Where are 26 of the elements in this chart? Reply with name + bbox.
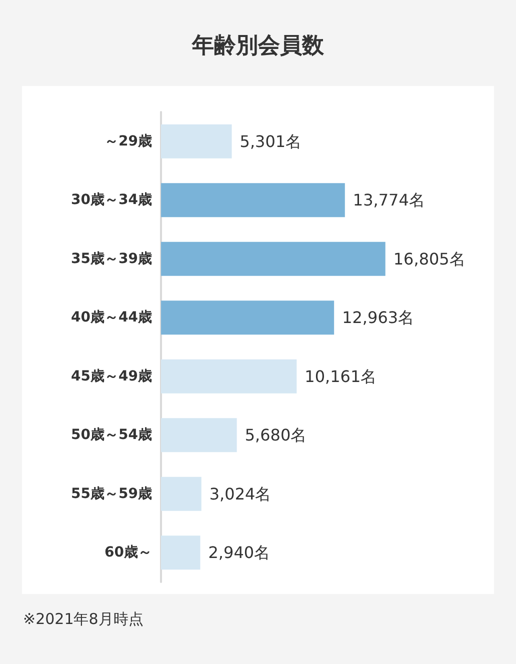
data-label: 10,161名 bbox=[304, 366, 377, 386]
bar bbox=[161, 183, 345, 218]
y-tick-label: 45歳～49歳 bbox=[71, 368, 152, 384]
bar bbox=[161, 242, 386, 276]
chart-title: 年齢別会員数 bbox=[191, 34, 325, 58]
data-label: 12,963名 bbox=[342, 308, 414, 328]
bar bbox=[161, 124, 232, 158]
y-tick-label: 35歳～39歳 bbox=[71, 250, 152, 267]
text: ※2021年8月時点 bbox=[23, 610, 144, 629]
bar bbox=[161, 418, 237, 452]
data-label: 5,301名 bbox=[240, 132, 302, 151]
y-tick-label: 30歳～34歳 bbox=[71, 192, 152, 208]
data-label: 3,024名 bbox=[209, 484, 272, 504]
bar bbox=[161, 359, 297, 394]
y-tick-label: 40歳～44歳 bbox=[71, 310, 152, 326]
y-tick-label: 50歳～54歳 bbox=[71, 427, 152, 444]
data-label: 5,680名 bbox=[244, 426, 307, 445]
bar bbox=[161, 536, 200, 570]
y-tick-label: ～29歳 bbox=[104, 133, 152, 150]
data-label: 13,774名 bbox=[352, 190, 425, 210]
data-label: 16,805名 bbox=[393, 249, 466, 268]
bar bbox=[161, 300, 334, 335]
y-tick-label: 55歳～59歳 bbox=[71, 486, 152, 502]
y-tick-label: 60歳～ bbox=[104, 544, 152, 561]
bar bbox=[161, 476, 202, 511]
data-label: 2,940名 bbox=[208, 543, 270, 562]
